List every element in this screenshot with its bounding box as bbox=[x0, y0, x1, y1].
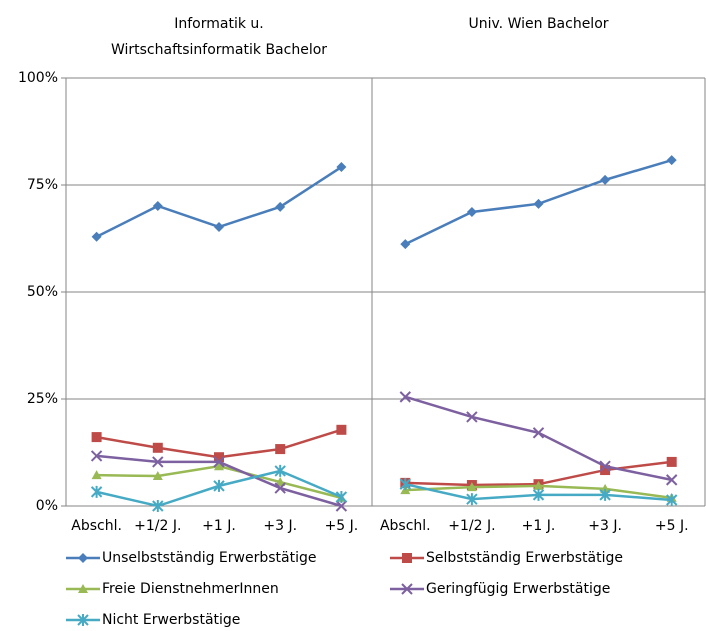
marker bbox=[336, 162, 347, 173]
marker bbox=[533, 198, 544, 209]
x-tick-label: +1/2 J. bbox=[448, 518, 495, 534]
y-tick-label: 75% bbox=[27, 177, 58, 193]
panel-title: Univ. Wien Bachelor bbox=[468, 16, 608, 32]
marker bbox=[274, 482, 286, 494]
marker bbox=[600, 465, 611, 476]
marker bbox=[401, 583, 413, 595]
marker bbox=[666, 456, 677, 467]
marker bbox=[91, 432, 102, 443]
x-tick-label: +3 J. bbox=[588, 518, 622, 534]
marker bbox=[666, 155, 677, 166]
y-tick-label: 100% bbox=[18, 70, 58, 86]
y-tick-label: 25% bbox=[27, 391, 58, 407]
marker bbox=[466, 493, 478, 506]
panel-title: Informatik u. bbox=[174, 16, 263, 32]
marker bbox=[214, 221, 224, 232]
legend-label: Nicht Erwerbstätige bbox=[102, 612, 240, 628]
marker bbox=[399, 478, 412, 491]
x-tick-label: Abschl. bbox=[380, 518, 431, 534]
marker bbox=[91, 231, 102, 242]
marker bbox=[336, 424, 347, 435]
marker bbox=[533, 480, 544, 490]
marker bbox=[91, 470, 102, 480]
marker bbox=[78, 553, 88, 563]
legend-label: Freie DienstnehmerInnen bbox=[102, 581, 279, 597]
marker bbox=[78, 584, 88, 593]
marker bbox=[213, 479, 225, 492]
marker bbox=[214, 452, 224, 463]
x-tick-label: +5 J. bbox=[655, 518, 689, 534]
x-tick-label: +5 J. bbox=[325, 518, 359, 534]
marker bbox=[466, 411, 478, 423]
marker bbox=[90, 450, 103, 462]
marker bbox=[152, 200, 163, 211]
marker bbox=[152, 442, 163, 453]
marker bbox=[152, 500, 164, 512]
legend-label: Unselbstständig Erwerbstätige bbox=[102, 550, 316, 566]
panel-title: Wirtschaftsinformatik Bachelor bbox=[111, 42, 327, 58]
marker bbox=[532, 488, 545, 501]
x-tick-label: Abschl. bbox=[71, 518, 122, 534]
marker bbox=[275, 444, 286, 455]
marker bbox=[275, 477, 286, 487]
marker bbox=[152, 456, 164, 468]
marker bbox=[665, 494, 678, 507]
marker bbox=[274, 464, 286, 477]
marker bbox=[335, 500, 348, 512]
marker bbox=[335, 491, 348, 504]
marker bbox=[399, 391, 412, 403]
marker bbox=[600, 483, 611, 493]
marker bbox=[152, 471, 163, 481]
y-tick-label: 50% bbox=[27, 284, 58, 300]
marker bbox=[532, 427, 545, 439]
marker bbox=[600, 174, 611, 185]
marker bbox=[214, 461, 224, 471]
x-tick-label: +1/2 J. bbox=[134, 518, 181, 534]
marker bbox=[77, 614, 89, 626]
legend-label: Selbstständig Erwerbstätige bbox=[426, 550, 623, 566]
x-tick-label: +3 J. bbox=[263, 518, 297, 534]
x-tick-label: +1 J. bbox=[522, 518, 556, 534]
marker bbox=[90, 485, 103, 498]
marker bbox=[599, 488, 611, 501]
marker bbox=[402, 553, 412, 563]
y-tick-label: 0% bbox=[36, 498, 58, 514]
marker bbox=[275, 201, 286, 212]
marker bbox=[400, 239, 411, 250]
marker bbox=[599, 460, 611, 472]
marker bbox=[466, 482, 477, 492]
x-tick-label: +1 J. bbox=[202, 518, 236, 534]
legend-label: Geringfügig Erwerbstätige bbox=[426, 581, 610, 597]
marker bbox=[213, 456, 225, 468]
marker bbox=[466, 206, 477, 217]
marker bbox=[665, 474, 678, 486]
